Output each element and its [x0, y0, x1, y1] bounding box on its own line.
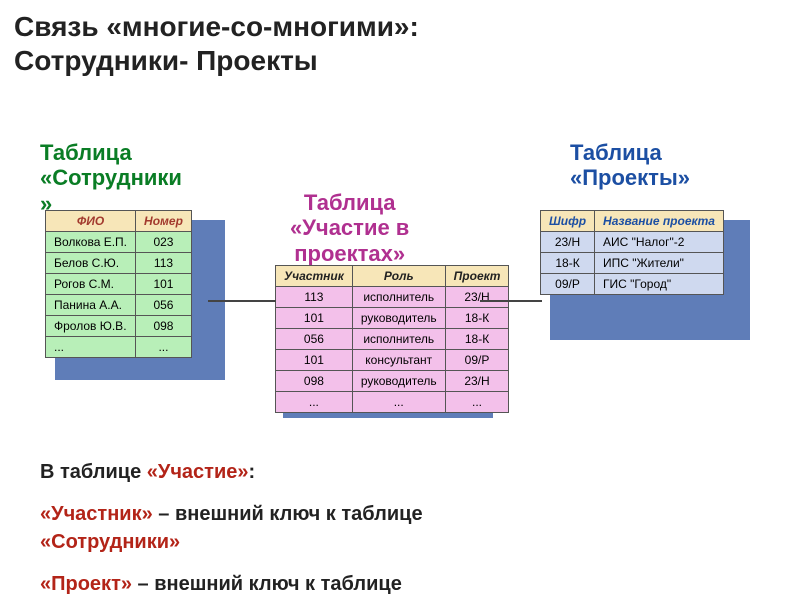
table-cell: 113 [276, 287, 353, 308]
table-cell: АИС "Налог"-2 [595, 232, 724, 253]
projects-table: ШифрНазвание проекта23/НАИС "Налог"-218-… [540, 210, 724, 295]
table-cell: 18-К [445, 308, 509, 329]
column-header: Название проекта [595, 211, 724, 232]
table-row: ...... [46, 337, 192, 358]
column-header: Проект [445, 266, 509, 287]
table-cell: 056 [276, 329, 353, 350]
page-title: Связь «многие-со-многими»: Сотрудники- П… [14, 10, 419, 77]
table-row: ......... [276, 392, 509, 413]
table-cell: 09/Р [445, 350, 509, 371]
link-emp-to-part [208, 300, 276, 302]
table-cell: ... [352, 392, 445, 413]
table-cell: Фролов Ю.В. [46, 316, 136, 337]
footer-line-1: «Участник» – внешний ключ к таблице [40, 502, 423, 527]
table-cell: исполнитель [352, 287, 445, 308]
footer-line-3: «Проект» – внешний ключ к таблице [40, 572, 402, 597]
table-cell: Панина А.А. [46, 295, 136, 316]
table-row: Волкова Е.П.023 [46, 232, 192, 253]
column-header: Роль [352, 266, 445, 287]
table-cell: ИПС "Жители" [595, 253, 724, 274]
table-row: Панина А.А.056 [46, 295, 192, 316]
table-row: Белов С.Ю.113 [46, 253, 192, 274]
title-line-1: Связь «многие-со-многими»: [14, 11, 419, 42]
table-cell: 18-К [541, 253, 595, 274]
employees-table: ФИОНомерВолкова Е.П.023Белов С.Ю.113Рого… [45, 210, 192, 358]
table-cell: 09/Р [541, 274, 595, 295]
table-cell: 098 [136, 316, 192, 337]
table-cell: 18-К [445, 329, 509, 350]
table-cell: консультант [352, 350, 445, 371]
caption-participation: Таблица «Участие в проектах» [290, 190, 409, 266]
link-part-to-proj [480, 300, 542, 302]
table-cell: руководитель [352, 308, 445, 329]
table-cell: 23/Н [541, 232, 595, 253]
table-cell: 056 [136, 295, 192, 316]
table-cell: ... [46, 337, 136, 358]
column-header: Шифр [541, 211, 595, 232]
table-cell: 23/Н [445, 371, 509, 392]
table-cell: ... [445, 392, 509, 413]
column-header: Номер [136, 211, 192, 232]
table-cell: Белов С.Ю. [46, 253, 136, 274]
table-cell: 023 [136, 232, 192, 253]
table-cell: 113 [136, 253, 192, 274]
table-row: 23/НАИС "Налог"-2 [541, 232, 724, 253]
caption-projects: Таблица «Проекты» [570, 140, 690, 191]
table-row: 113исполнитель23/Н [276, 287, 509, 308]
table-cell: исполнитель [352, 329, 445, 350]
table-row: 09/РГИС "Город" [541, 274, 724, 295]
table-cell: 23/Н [445, 287, 509, 308]
table-row: 101руководитель18-К [276, 308, 509, 329]
table-row: 098руководитель23/Н [276, 371, 509, 392]
title-line-2: Сотрудники- Проекты [14, 45, 318, 76]
table-cell: Рогов С.М. [46, 274, 136, 295]
table-cell: 101 [276, 308, 353, 329]
table-row: Рогов С.М.101 [46, 274, 192, 295]
participation-table: УчастникРольПроект113исполнитель23/Н101р… [275, 265, 509, 413]
table-cell: ГИС "Город" [595, 274, 724, 295]
column-header: ФИО [46, 211, 136, 232]
table-cell: 098 [276, 371, 353, 392]
column-header: Участник [276, 266, 353, 287]
table-row: 18-КИПС "Жители" [541, 253, 724, 274]
table-cell: 101 [276, 350, 353, 371]
table-row: 101консультант09/Р [276, 350, 509, 371]
table-row: 056исполнитель18-К [276, 329, 509, 350]
footer-line-2: «Сотрудники» [40, 530, 180, 555]
caption-employees: Таблица «Сотрудники » [40, 140, 182, 216]
table-cell: Волкова Е.П. [46, 232, 136, 253]
table-cell: ... [276, 392, 353, 413]
table-cell: руководитель [352, 371, 445, 392]
table-row: Фролов Ю.В.098 [46, 316, 192, 337]
footer-intro: В таблице «Участие»: [40, 460, 255, 485]
table-cell: ... [136, 337, 192, 358]
table-cell: 101 [136, 274, 192, 295]
